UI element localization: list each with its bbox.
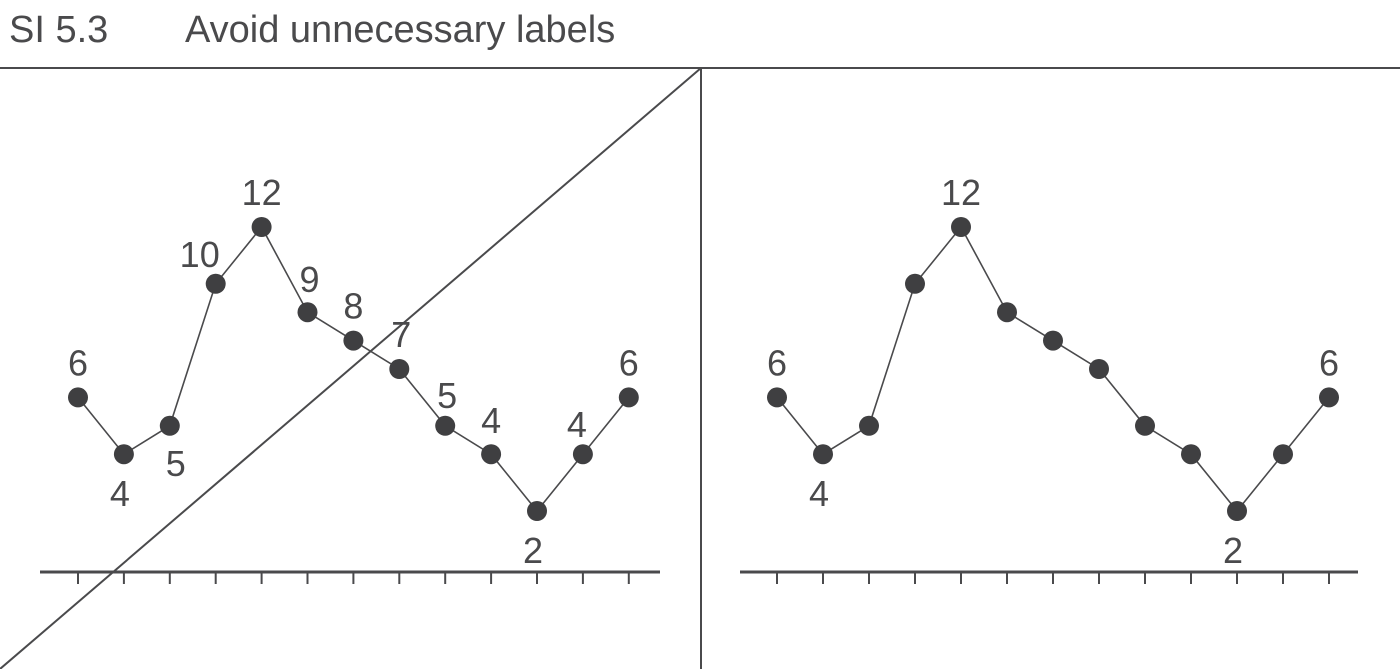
data-label: 6 xyxy=(68,342,88,383)
data-label: 4 xyxy=(110,473,130,514)
data-point xyxy=(905,273,925,294)
data-label: 6 xyxy=(767,342,787,383)
data-point xyxy=(813,444,833,465)
data-label: 5 xyxy=(437,375,457,416)
data-label: 10 xyxy=(180,234,220,275)
data-label: 2 xyxy=(1223,530,1243,571)
data-point xyxy=(435,415,456,436)
data-label: 12 xyxy=(941,172,981,213)
figure-title: SI 5.3 Avoid unnecessary labels xyxy=(9,2,615,58)
data-point xyxy=(389,359,410,379)
data-point xyxy=(251,217,272,237)
data-point xyxy=(997,302,1017,323)
series-line xyxy=(776,225,1330,513)
data-point xyxy=(297,302,318,323)
data-point xyxy=(1135,415,1155,436)
data-label: 2 xyxy=(523,530,543,571)
data-label: 5 xyxy=(166,443,186,484)
data-point xyxy=(1043,330,1063,351)
data-point xyxy=(343,330,364,351)
data-point xyxy=(481,444,502,465)
data-point xyxy=(1319,387,1339,408)
data-point xyxy=(527,501,547,521)
data-label: 4 xyxy=(481,400,501,441)
data-label: 8 xyxy=(343,286,363,327)
data-label: 4 xyxy=(809,473,829,514)
data-point xyxy=(951,217,971,237)
right-chart-panel: 6 4 12 2 6 xyxy=(740,172,1358,584)
data-label: 6 xyxy=(619,342,639,383)
data-point xyxy=(68,387,88,408)
data-point xyxy=(1273,444,1293,465)
data-point xyxy=(572,444,593,465)
series-line xyxy=(77,225,630,513)
data-point xyxy=(1089,359,1109,379)
data-label: 9 xyxy=(299,259,319,300)
data-point xyxy=(205,273,226,294)
data-point xyxy=(859,415,879,436)
figure-title-text: Avoid unnecessary labels xyxy=(185,9,616,51)
cross-out-line xyxy=(0,67,702,669)
data-point xyxy=(1181,444,1201,465)
figure-number: SI 5.3 xyxy=(9,9,109,51)
data-label: 12 xyxy=(242,172,282,213)
data-point xyxy=(618,387,639,408)
data-label: 6 xyxy=(1319,342,1339,383)
data-point xyxy=(159,415,180,436)
data-label: 4 xyxy=(567,404,587,445)
data-point xyxy=(767,387,787,408)
data-point xyxy=(113,444,134,465)
data-label: 7 xyxy=(391,314,411,355)
data-point xyxy=(1227,501,1247,521)
